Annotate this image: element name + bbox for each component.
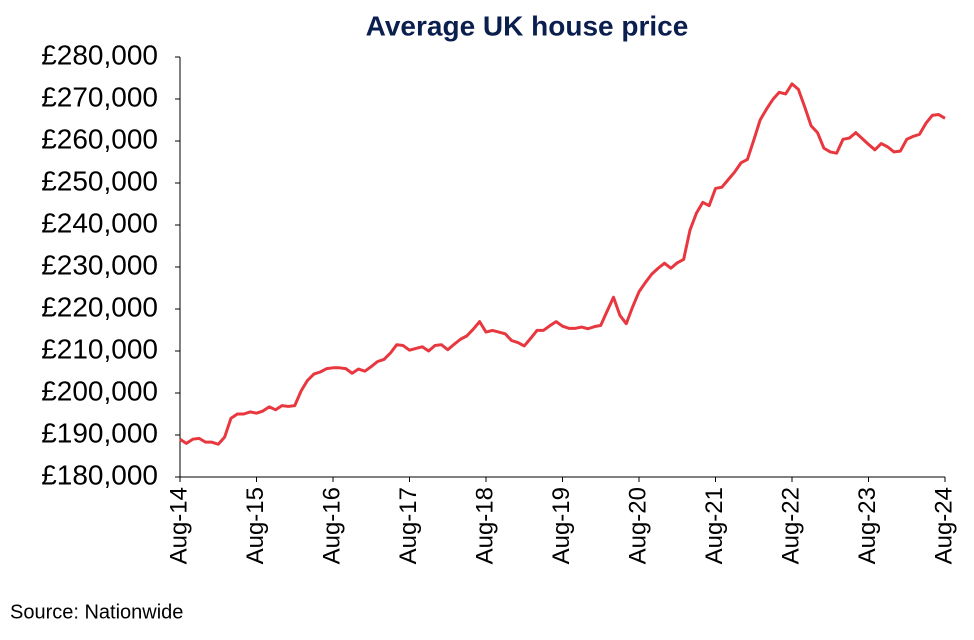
x-tick-label: Aug-21 (701, 487, 728, 564)
x-tick-label: Aug-19 (548, 487, 575, 564)
x-tick-label: Aug-15 (242, 487, 269, 564)
y-tick-label: £200,000 (41, 375, 158, 406)
y-tick-label: £260,000 (41, 123, 158, 154)
x-tick-label: Aug-20 (624, 487, 651, 564)
y-tick-label: £250,000 (41, 165, 158, 196)
price-line (179, 82, 946, 446)
x-tick-label: Aug-16 (318, 487, 345, 564)
x-tick-label: Aug-22 (777, 487, 804, 564)
y-tick-label: £210,000 (41, 333, 158, 364)
x-tick-label: Aug-23 (854, 487, 881, 564)
chart-title: Average UK house price (366, 10, 689, 41)
y-tick-label: £190,000 (41, 417, 158, 448)
y-tick-label: £240,000 (41, 207, 158, 238)
x-tick-label: Aug-17 (395, 487, 422, 564)
x-tick-label: Aug-24 (930, 487, 957, 564)
y-tick-label: £220,000 (41, 291, 158, 322)
x-tick-label: Aug-18 (471, 487, 498, 564)
y-tick-label: £180,000 (41, 459, 158, 490)
y-tick-label: £270,000 (41, 81, 158, 112)
x-tick-label: Aug-14 (165, 487, 192, 564)
source-note: Source: Nationwide (10, 601, 183, 623)
y-tick-label: £280,000 (41, 39, 158, 70)
y-tick-label: £230,000 (41, 249, 158, 280)
